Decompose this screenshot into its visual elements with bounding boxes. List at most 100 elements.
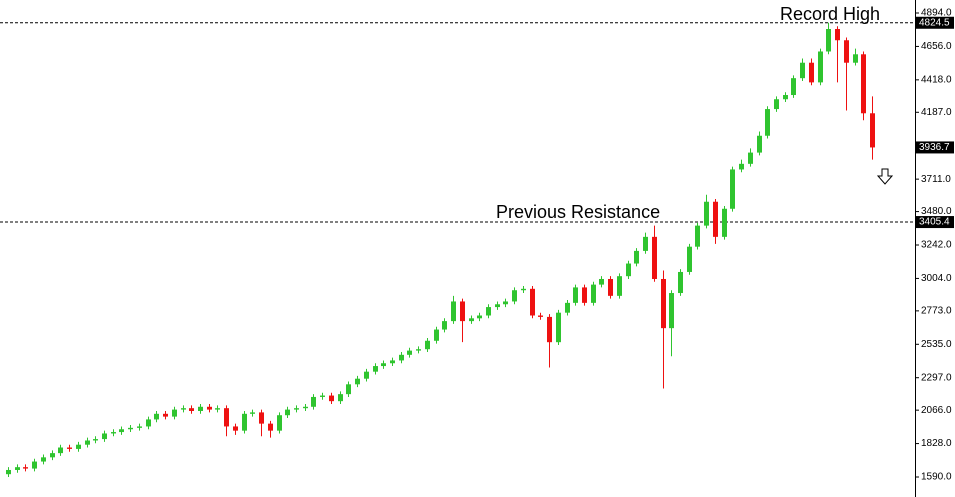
candle-body — [207, 406, 212, 410]
candle-body — [722, 208, 727, 237]
annotation: Previous Resistance — [496, 202, 660, 222]
candle-body — [172, 409, 177, 417]
candle-body — [861, 54, 866, 114]
candle-body — [730, 169, 735, 209]
candle-body — [844, 40, 849, 63]
candle-body — [695, 225, 700, 247]
candle-body — [809, 62, 814, 83]
y-tick-label: 1828.0 — [921, 438, 952, 449]
candle-body — [67, 447, 72, 449]
candle-body — [111, 432, 116, 434]
price-marker — [916, 16, 954, 29]
candle-body — [835, 29, 840, 41]
candle-body — [50, 453, 55, 458]
candle-body — [364, 371, 369, 379]
candle-body — [381, 363, 386, 367]
candle-body — [853, 54, 858, 63]
candle-body — [687, 246, 692, 272]
y-tick-label: 4418.0 — [921, 74, 952, 85]
candle-body — [93, 439, 98, 441]
candle-body — [460, 301, 465, 322]
annotation: Record High — [780, 4, 880, 24]
candle-body — [791, 78, 796, 96]
candle-body — [748, 152, 753, 164]
candle-body — [399, 354, 404, 361]
candle-body — [285, 409, 290, 416]
candle-body — [818, 51, 823, 83]
candle-body — [294, 408, 299, 410]
candle-body — [338, 394, 343, 402]
candle-body — [277, 415, 282, 431]
candle-body — [442, 321, 447, 330]
y-tick-label: 4187.0 — [921, 107, 952, 118]
y-tick-label: 2773.0 — [921, 306, 952, 317]
candle-body — [547, 316, 552, 343]
candle-body — [469, 318, 474, 322]
candle-body — [15, 467, 20, 470]
y-tick-label: 3242.0 — [921, 240, 952, 251]
candle-body — [538, 315, 543, 317]
candle-body — [146, 419, 151, 427]
candle-body — [189, 408, 194, 411]
candle-body — [565, 302, 570, 313]
candle-body — [800, 62, 805, 79]
candle-body — [154, 413, 159, 420]
candle-body — [250, 412, 255, 414]
candle-body — [329, 395, 334, 402]
candle-body — [617, 276, 622, 296]
candle-body — [198, 406, 203, 411]
candle-body — [739, 163, 744, 170]
candle-body — [704, 201, 709, 226]
y-tick-label: 3480.0 — [921, 206, 952, 217]
candle-body — [486, 307, 491, 316]
y-tick-label: 4656.0 — [921, 41, 952, 52]
candle-body — [320, 395, 325, 397]
candle-body — [373, 366, 378, 372]
candle-body — [268, 423, 273, 431]
candle-body — [661, 278, 666, 329]
candle-body — [678, 271, 683, 294]
candle-body — [757, 135, 762, 153]
candle-body — [556, 312, 561, 343]
candle-body — [32, 461, 37, 469]
candle-body — [512, 290, 517, 302]
candle-body — [765, 109, 770, 136]
candle-body — [451, 301, 456, 322]
price-marker — [916, 141, 954, 154]
candle-body — [85, 440, 90, 445]
candle-body — [390, 360, 395, 364]
price-marker-label: 3405.4 — [919, 217, 950, 228]
y-tick-label: 3004.0 — [921, 273, 952, 284]
candle-body — [181, 408, 186, 410]
candle-body — [477, 315, 482, 319]
candle-body — [346, 384, 351, 395]
candle-body — [102, 433, 107, 440]
candle-body — [119, 429, 124, 433]
price-marker — [916, 216, 954, 229]
candle-body — [434, 329, 439, 341]
candle-body — [643, 236, 648, 251]
y-tick-label: 2297.0 — [921, 372, 952, 383]
candle-body — [713, 201, 718, 237]
y-tick-label: 3711.0 — [921, 174, 951, 185]
candle-body — [355, 378, 360, 385]
candle-body — [76, 444, 81, 449]
price-marker-label: 3936.7 — [919, 142, 950, 153]
candle-body — [582, 287, 587, 303]
candle-body — [407, 350, 412, 355]
candle-body — [215, 408, 220, 410]
candle-body — [599, 278, 604, 285]
y-tick-label: 4894.0 — [921, 8, 952, 19]
candle-body — [774, 99, 779, 110]
candle-body — [137, 426, 142, 428]
candle-body — [870, 113, 875, 148]
candle-body — [128, 427, 133, 430]
candle-body — [669, 293, 674, 329]
candle-body — [495, 304, 500, 308]
candle-body — [242, 413, 247, 431]
candle-body — [233, 426, 238, 431]
candle-body — [503, 301, 508, 305]
candle-body — [652, 236, 657, 279]
candle-body — [573, 287, 578, 303]
